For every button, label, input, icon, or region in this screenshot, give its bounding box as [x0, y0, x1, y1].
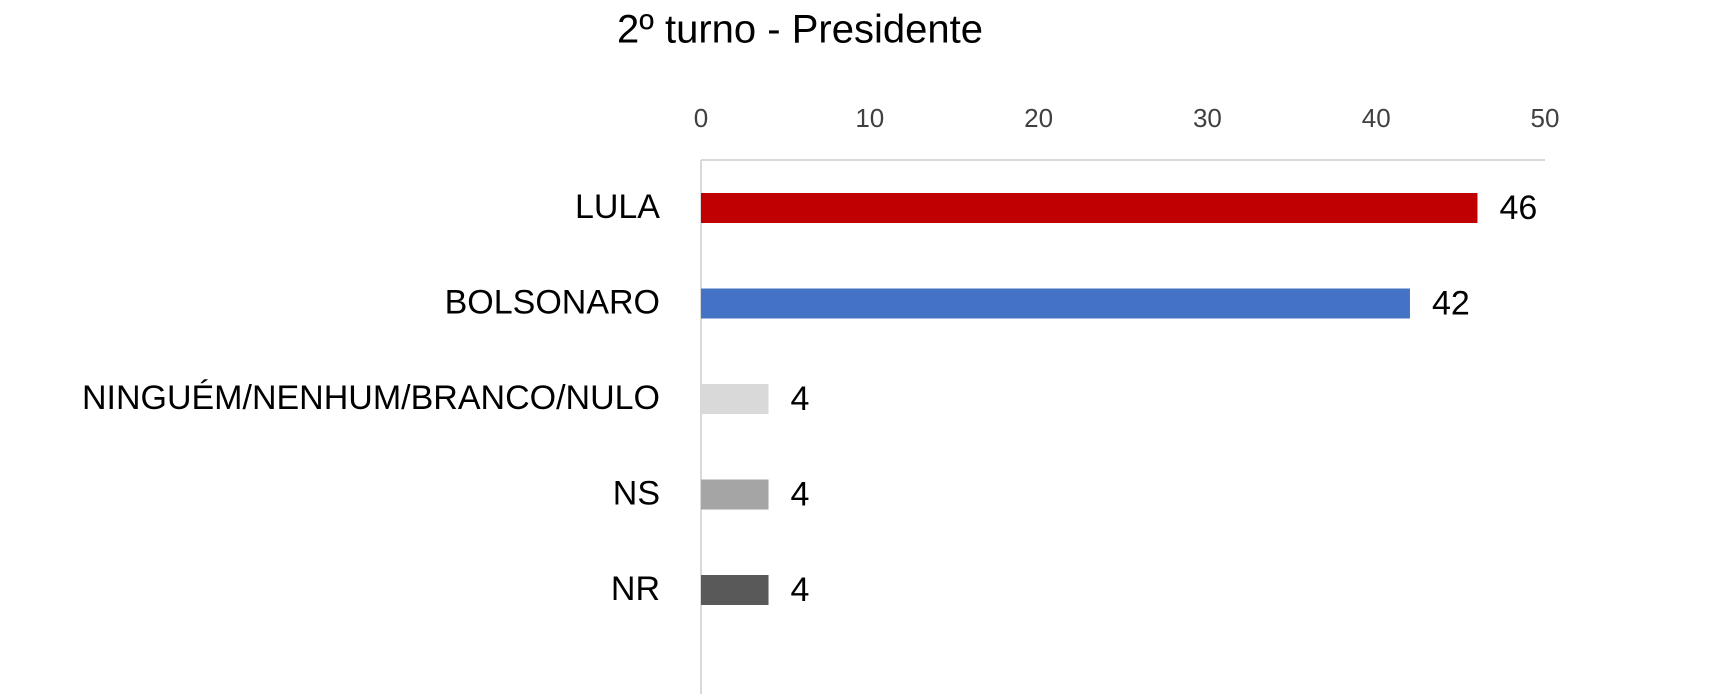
y-tick-label: BOLSONARO [445, 283, 660, 321]
x-tick-label: 40 [1362, 103, 1391, 133]
y-tick-label: NINGUÉM/NENHUM/BRANCO/NULO [82, 379, 660, 417]
bar [701, 288, 1410, 319]
data-label: 4 [791, 380, 810, 418]
bar [701, 193, 1478, 223]
bar [701, 575, 769, 605]
x-tick-label: 20 [1024, 103, 1053, 133]
data-label: 4 [791, 475, 810, 513]
x-tick-label: 10 [855, 103, 884, 133]
bar [701, 479, 769, 510]
y-tick-label: LULA [575, 188, 660, 226]
x-tick-label: 50 [1531, 103, 1560, 133]
y-tick-label: NS [613, 474, 660, 512]
x-tick-label: 30 [1193, 103, 1222, 133]
y-tick-label: NR [611, 570, 660, 608]
data-label: 42 [1432, 284, 1470, 322]
data-label: 4 [791, 571, 810, 609]
data-label: 46 [1499, 189, 1537, 227]
bar [701, 384, 769, 414]
x-tick-label: 0 [694, 103, 708, 133]
chart-title: 2º turno - Presidente [617, 8, 983, 52]
